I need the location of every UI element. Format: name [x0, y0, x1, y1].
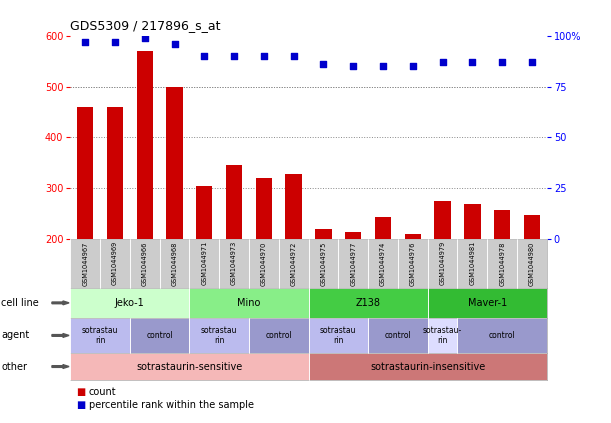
Bar [404, 234, 421, 239]
Point [110, 38, 120, 45]
Point [318, 61, 328, 68]
Text: sotrastau
rin: sotrastau rin [201, 326, 238, 345]
Text: percentile rank within the sample: percentile rank within the sample [89, 400, 254, 410]
Text: GSM1044981: GSM1044981 [469, 241, 475, 286]
Bar [464, 204, 481, 239]
Text: GSM1044978: GSM1044978 [499, 241, 505, 286]
Text: Mino: Mino [237, 298, 261, 308]
Text: sotrastaurin-insensitive: sotrastaurin-insensitive [370, 362, 485, 371]
Bar [285, 174, 302, 239]
Bar [166, 87, 183, 239]
Text: GSM1044972: GSM1044972 [291, 241, 297, 286]
Text: control: control [384, 331, 411, 340]
Text: sotrastau
rin: sotrastau rin [320, 326, 357, 345]
Bar [494, 209, 510, 239]
Text: GSM1044969: GSM1044969 [112, 241, 118, 286]
Point [229, 53, 239, 60]
Text: agent: agent [1, 330, 29, 341]
Text: count: count [89, 387, 116, 397]
Bar [107, 107, 123, 239]
Point [378, 63, 388, 70]
Bar [226, 165, 243, 239]
Text: GSM1044974: GSM1044974 [380, 241, 386, 286]
Text: ■: ■ [76, 400, 86, 410]
Text: GDS5309 / 217896_s_at: GDS5309 / 217896_s_at [70, 19, 221, 32]
Text: GSM1044971: GSM1044971 [201, 241, 207, 286]
Point [348, 63, 358, 70]
Bar [375, 217, 391, 239]
Text: sotrastaurin-sensitive: sotrastaurin-sensitive [136, 362, 243, 371]
Text: GSM1044973: GSM1044973 [231, 241, 237, 286]
Bar [196, 186, 213, 239]
Text: Z138: Z138 [356, 298, 381, 308]
Text: GSM1044979: GSM1044979 [439, 241, 445, 286]
Text: GSM1044970: GSM1044970 [261, 241, 267, 286]
Text: cell line: cell line [1, 298, 39, 308]
Point [437, 59, 447, 66]
Text: GSM1044976: GSM1044976 [410, 241, 416, 286]
Point [259, 53, 269, 60]
Text: GSM1044966: GSM1044966 [142, 241, 148, 286]
Text: control: control [146, 331, 173, 340]
Bar [315, 229, 332, 239]
Text: sotrastau-
rin: sotrastau- rin [423, 326, 462, 345]
Text: GSM1044977: GSM1044977 [350, 241, 356, 286]
Point [80, 38, 90, 45]
Point [140, 35, 150, 41]
Point [289, 53, 299, 60]
Point [199, 53, 209, 60]
Point [497, 59, 507, 66]
Text: GSM1044968: GSM1044968 [172, 241, 178, 286]
Text: control: control [265, 331, 292, 340]
Text: control: control [489, 331, 516, 340]
Bar [77, 107, 93, 239]
Bar [255, 178, 272, 239]
Point [170, 41, 180, 47]
Text: Maver-1: Maver-1 [467, 298, 507, 308]
Text: Jeko-1: Jeko-1 [115, 298, 145, 308]
Text: sotrastau
rin: sotrastau rin [82, 326, 119, 345]
Text: GSM1044967: GSM1044967 [82, 241, 88, 286]
Point [527, 59, 537, 66]
Bar [136, 51, 153, 239]
Text: GSM1044975: GSM1044975 [320, 241, 326, 286]
Point [467, 59, 477, 66]
Text: ■: ■ [76, 387, 86, 397]
Bar [524, 215, 540, 239]
Point [408, 63, 418, 70]
Bar [345, 232, 362, 239]
Text: GSM1044980: GSM1044980 [529, 241, 535, 286]
Text: other: other [1, 362, 27, 371]
Bar [434, 201, 451, 239]
